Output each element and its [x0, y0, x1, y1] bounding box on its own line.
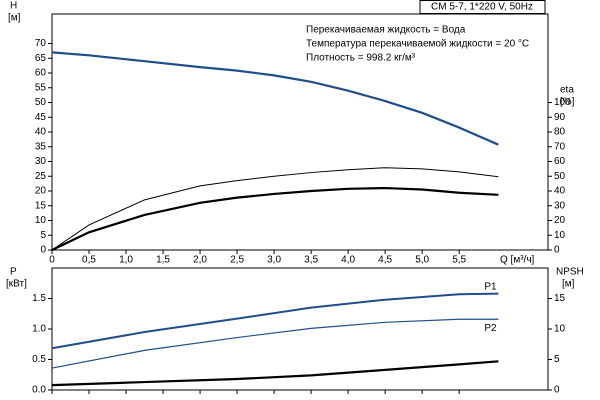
x-tick-label: 0,5 [82, 255, 96, 266]
x-axis-label: Q [м³/ч] [500, 255, 535, 266]
series-label: P1 [484, 281, 497, 292]
y-tick-label: 45 [35, 112, 47, 123]
y-tick-label: 0.5 [32, 354, 46, 365]
y-axis-label: [кВт] [6, 279, 27, 290]
y-axis-label: [м] [8, 13, 21, 24]
x-tick-label: 3,5 [304, 255, 318, 266]
y-tick-label: 5 [554, 354, 560, 365]
x-tick-label: 4,5 [378, 255, 392, 266]
y-tick-label: 20 [35, 186, 47, 197]
y2-axis-label: [%] [560, 97, 575, 108]
curve [51, 318, 499, 369]
y-axis-label: P [10, 267, 17, 278]
curve [51, 186, 499, 251]
y-axis-label: H [10, 1, 17, 12]
y2-axis-label: [м] [562, 279, 575, 290]
curve [51, 51, 499, 146]
y-tick-label: 10 [554, 324, 566, 335]
y-tick-label: 10 [554, 230, 566, 241]
y-tick-label: 5 [40, 230, 46, 241]
annotation: Плотность = 998.2 кг/м³ [306, 53, 416, 64]
y-tick-label: 15 [554, 293, 566, 304]
x-tick-label: 2,5 [230, 255, 244, 266]
y-tick-label: 90 [554, 112, 566, 123]
y-tick-label: 30 [554, 200, 566, 211]
y2-axis-label: NPSH [556, 267, 584, 278]
y-tick-label: 60 [35, 68, 47, 79]
y-tick-label: 0 [40, 245, 46, 256]
annotation: Перекачиваемая жидкость = Вода [306, 25, 466, 36]
x-tick-label: 5,5 [452, 255, 466, 266]
chart-title: CM 5-7, 1*220 V, 50Hz [431, 2, 533, 13]
y-tick-label: 15 [35, 200, 47, 211]
curve [51, 292, 499, 350]
y-tick-label: 35 [35, 141, 47, 152]
y-tick-label: 60 [554, 156, 566, 167]
y-tick-label: 40 [554, 186, 566, 197]
series-label: P2 [484, 323, 497, 334]
y-tick-label: 50 [35, 97, 47, 108]
y-tick-label: 55 [35, 82, 47, 93]
y-tick-label: 50 [554, 171, 566, 182]
x-tick-label: 0 [49, 255, 55, 266]
annotation: Температура перекачиваемой жидкости = 20… [306, 39, 529, 50]
y-tick-label: 70 [554, 141, 566, 152]
y-tick-label: 0 [554, 385, 560, 396]
y-tick-label: 20 [554, 215, 566, 226]
x-tick-label: 5,0 [415, 255, 429, 266]
y-tick-label: 1.5 [32, 293, 46, 304]
y-tick-label: 65 [35, 53, 47, 64]
y-tick-label: 0.0 [32, 385, 46, 396]
y-tick-label: 100 [554, 97, 571, 108]
y-tick-label: 1.0 [32, 324, 46, 335]
x-tick-label: 2,0 [193, 255, 207, 266]
y-tick-label: 10 [35, 215, 47, 226]
y-tick-label: 25 [35, 171, 47, 182]
y-tick-label: 30 [35, 156, 47, 167]
y2-axis-label: eta [560, 85, 574, 96]
y-tick-label: 40 [35, 127, 47, 138]
y-tick-label: 80 [554, 127, 566, 138]
x-tick-label: 4,0 [341, 255, 355, 266]
y-tick-label: 0 [554, 245, 560, 256]
x-tick-label: 1,0 [119, 255, 133, 266]
curve [51, 360, 499, 387]
x-tick-label: 1,5 [156, 255, 170, 266]
y-tick-label: 70 [35, 38, 47, 49]
x-tick-label: 3,0 [267, 255, 281, 266]
curve [51, 167, 499, 251]
